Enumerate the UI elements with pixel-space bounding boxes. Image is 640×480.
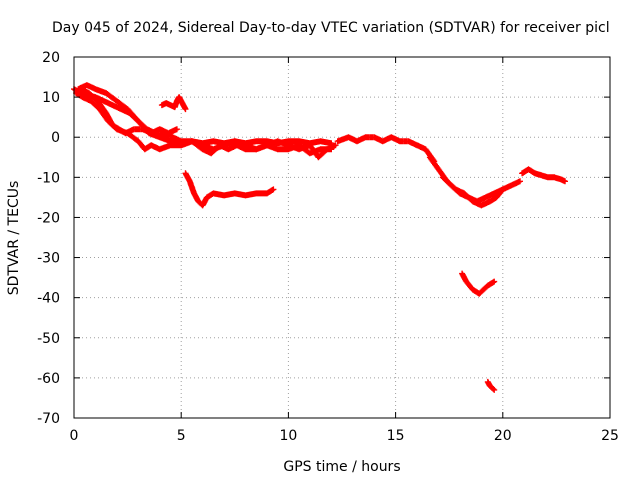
x-tick-label: 5 [177, 428, 186, 444]
y-tick-label: -60 [37, 371, 60, 387]
series-track-d [77, 86, 180, 137]
series-markers [439, 174, 506, 205]
axis-ticks: 0 5 10 15 20 25 20 10 0 -10 -20 -30 -40 -50 -60 -70 [37, 50, 619, 444]
x-axis-label: GPS time / hours [283, 459, 400, 475]
y-tick-label: 10 [42, 90, 60, 106]
x-tick-label: 25 [601, 428, 619, 444]
x-tick-label: 15 [387, 428, 405, 444]
series-track-f [182, 170, 277, 209]
series-track-k [459, 270, 498, 297]
x-tick-label: 0 [70, 428, 79, 444]
series-markers [484, 378, 498, 393]
y-tick-label: -40 [37, 291, 60, 307]
series-track-g [334, 134, 438, 165]
y-axis-label: SDTVAR / TECUs [6, 181, 22, 296]
series-track-j [519, 166, 568, 185]
y-tick-label: -10 [37, 170, 60, 186]
plot-frame [73, 56, 611, 419]
x-tick-label: 10 [279, 428, 297, 444]
y-tick-label: -20 [37, 210, 60, 226]
series-markers [182, 170, 277, 209]
series-track-i [439, 174, 506, 205]
series-track-l [484, 378, 498, 393]
series-markers [334, 134, 438, 165]
data-series [71, 82, 568, 393]
y-tick-label: -30 [37, 251, 60, 267]
y-tick-label: 20 [42, 50, 60, 66]
y-tick-label: -70 [37, 411, 60, 427]
series-track-e [158, 94, 189, 113]
series-markers [519, 166, 568, 185]
x-tick-label: 20 [494, 428, 512, 444]
y-tick-label: 0 [51, 130, 60, 146]
series-markers [158, 94, 189, 113]
series-markers [77, 86, 180, 137]
y-tick-label: -50 [37, 331, 60, 347]
series-markers [459, 270, 498, 297]
chart-title: Day 045 of 2024, Sidereal Day-to-day VTE… [52, 20, 610, 36]
